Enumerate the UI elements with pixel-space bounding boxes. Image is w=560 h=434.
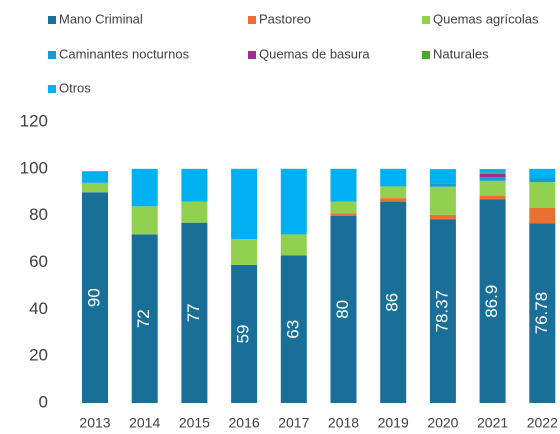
bar-segment	[380, 186, 407, 199]
y-tick-label: 20	[29, 346, 48, 365]
legend-swatch	[48, 85, 56, 93]
x-tick-label: 2018	[328, 415, 359, 431]
legend-label: Quemas agrícolas	[433, 11, 539, 26]
bar-segment	[429, 169, 456, 184]
y-tick-label: 120	[20, 111, 48, 130]
legend-label: Quemas de basura	[259, 46, 370, 61]
bar-segment	[479, 180, 506, 196]
legend-swatch	[248, 51, 256, 59]
data-label: 72	[134, 309, 153, 328]
bar-segment	[380, 198, 407, 202]
x-tick-label: 2022	[527, 415, 558, 431]
bar-segment	[280, 255, 307, 403]
bar-segment	[231, 239, 258, 265]
bar-segment	[479, 169, 506, 173]
x-tick-label: 2015	[179, 415, 210, 431]
bar-segment	[479, 172, 506, 174]
bar-segment	[429, 214, 456, 220]
data-label: 80	[333, 300, 352, 319]
bar-segment	[529, 182, 556, 208]
y-tick-label: 40	[29, 299, 48, 318]
bar-segment	[131, 234, 158, 403]
legend-swatch	[422, 16, 430, 24]
bar-segment	[529, 207, 556, 224]
y-tick-label: 100	[20, 158, 48, 177]
bar-segment	[429, 219, 456, 403]
bar-segment	[181, 168, 208, 202]
x-tick-label: 2017	[278, 415, 309, 431]
y-tick-label: 0	[39, 392, 48, 411]
legend-swatch	[48, 51, 56, 59]
legend-swatch	[248, 16, 256, 24]
y-tick-label: 80	[29, 205, 48, 224]
bar-segment	[82, 182, 108, 193]
bar-segment	[429, 183, 456, 187]
data-label: 90	[84, 288, 103, 307]
data-label: 77	[184, 303, 203, 322]
data-label: 76.78	[532, 292, 551, 335]
bar-segment	[231, 168, 258, 240]
data-label: 78.37	[432, 290, 451, 333]
bar-segment	[181, 201, 208, 223]
bar-segment	[330, 215, 357, 403]
bar-segment	[479, 195, 506, 200]
x-tick-label: 2014	[129, 415, 160, 431]
x-tick-label: 2019	[378, 415, 409, 431]
bar-segment	[529, 223, 556, 403]
data-label: 86	[383, 293, 402, 312]
bar-segment	[529, 168, 556, 178]
legend-label: Otros	[59, 80, 91, 95]
bar-segment	[330, 168, 357, 202]
bar-segment	[231, 264, 258, 403]
bar-segment	[181, 222, 208, 403]
data-label: 59	[234, 324, 253, 343]
bar-segment	[380, 168, 407, 187]
bar-segment	[529, 177, 556, 183]
data-label: 86.9	[482, 285, 501, 318]
legend-swatch	[48, 16, 56, 24]
bar-segment	[380, 201, 407, 403]
bar-segment	[479, 199, 506, 403]
legend-label: Caminantes nocturnos	[59, 46, 190, 61]
legend-label: Mano Criminal	[59, 11, 143, 26]
y-tick-label: 60	[29, 252, 48, 271]
bar-segment	[82, 171, 108, 183]
x-tick-label: 2020	[427, 415, 458, 431]
legend-swatch	[422, 51, 430, 59]
bar-segment	[330, 201, 357, 214]
bar-segment	[479, 173, 506, 178]
legend-label: Pastoreo	[259, 11, 311, 26]
bar-segment	[131, 206, 158, 235]
x-tick-label: 2013	[79, 415, 110, 431]
bar-segment	[280, 234, 307, 256]
bar-segment	[131, 168, 158, 207]
x-tick-label: 2021	[477, 415, 508, 431]
bar-segment	[82, 192, 108, 403]
bar-segment	[479, 177, 506, 181]
bar-segment	[429, 186, 456, 215]
bar-segment	[330, 213, 357, 216]
legend-label: Naturales	[433, 46, 489, 61]
bar-segment	[280, 168, 307, 235]
x-tick-label: 2016	[229, 415, 260, 431]
data-label: 63	[283, 320, 302, 339]
